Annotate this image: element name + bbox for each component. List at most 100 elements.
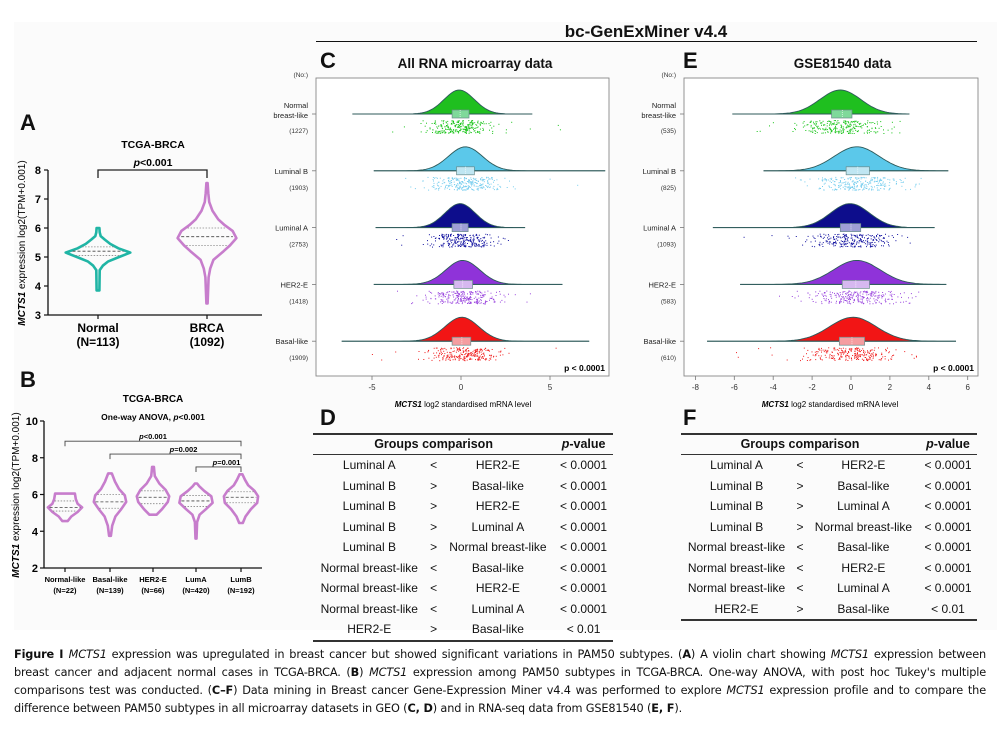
chart-e-group-luminal-a-rain-point — [872, 244, 874, 245]
caption-segment: A — [682, 648, 691, 661]
chart-c-group-her2-e-rain-point — [465, 299, 467, 301]
table-d-row: HER2-E > Basal-like < 0.01 — [313, 619, 613, 642]
chart-c-group-normal-breast-like-rain-point — [451, 123, 453, 125]
chart-c-group-normal-breast-like-rain-point — [461, 122, 463, 124]
chart-e-group-basal-like-rain-point — [771, 354, 773, 356]
chart-c-group-normal-breast-like-rain-point — [477, 130, 478, 132]
chart-c-group-luminal-a-rain-point — [446, 240, 448, 242]
chart-c-group-luminal-a-rain-point — [446, 236, 448, 238]
chart-c-group-basal-like-rain-point — [475, 359, 476, 361]
chart-e-group-basal-like-rain-point — [844, 350, 846, 352]
chart-c-group-her2-e-rain-point — [466, 297, 468, 298]
chart-e-group-normal-breast-like-rain-point — [866, 126, 868, 128]
chart-e-group-luminal-a-rain-point — [857, 237, 859, 239]
chart-c-group-basal-like-rain-point — [474, 354, 476, 356]
chart-e-group-normal-breast-like-rain-point — [833, 128, 834, 130]
chart-c-group-luminal-b-rain-point — [475, 178, 477, 180]
chart-e-group-normal-breast-like-rain-point — [812, 128, 814, 130]
chart-c-group-luminal-a-rain-point — [453, 235, 455, 236]
chart-e-group-her2-e-rain-point — [840, 294, 841, 296]
chart-e-group-normal-breast-like-rain-point — [858, 126, 860, 128]
chart-e-group-basal-like-rain-point — [867, 360, 869, 362]
chart-e-group-basal-like-rain-point — [876, 354, 877, 356]
chart-c-group-basal-like-rain-point — [473, 353, 475, 355]
chart-e-group-luminal-b-rain-point — [867, 183, 869, 185]
chart-c-group-luminal-b-rain-point — [481, 186, 483, 188]
chart-c-group-luminal-a-rain-point — [487, 234, 488, 236]
chart-c-group-luminal-b-rain-point — [464, 186, 466, 188]
chart-b-xtick-n: (N=420) — [182, 586, 210, 595]
chart-b-ytick-label: 8 — [32, 453, 38, 465]
chart-e-group-luminal-a-rain-point — [843, 244, 845, 246]
chart-c-group-her2-e-rain-point — [491, 297, 493, 299]
chart-e-group-her2-e-rain-point — [872, 303, 874, 305]
chart-e-group-luminal-a-rain-point — [881, 235, 883, 236]
chart-c-group-normal-breast-like-rain-point — [439, 132, 441, 134]
chart-e-group-normal-breast-like-rain-point — [818, 127, 820, 129]
chart-c-group-luminal-b-rain-point — [500, 186, 502, 188]
chart-b-xtick-label: Basal-like — [92, 575, 127, 584]
chart-c-group-luminal-a-rain-point — [427, 243, 429, 245]
chart-c-group-basal-like-rain-point — [450, 348, 452, 350]
chart-c-group-basal-like-rain-point — [502, 354, 504, 356]
chart-c-group-luminal-a-rain-point — [481, 243, 483, 244]
chart-c-group-normal-breast-like-rain-point — [465, 132, 467, 134]
chart-c-group-her2-e-rain-point — [452, 294, 454, 296]
chart-e-group-luminal-b-rain-point — [848, 187, 850, 189]
chart-c-group-her2-e-rain-point — [462, 301, 463, 303]
chart-c-group-her2-e-rain-point — [440, 301, 442, 303]
chart-e-group-luminal-b-rain-point — [834, 185, 836, 187]
chart-c-group-her2-e-rain-point — [428, 290, 430, 292]
chart-c-group-luminal-b-rain-point — [475, 180, 477, 181]
chart-c-group-luminal-b-rain-point — [497, 184, 499, 186]
chart-e-group-luminal-b-rain-point — [842, 177, 844, 179]
chart-e-group-luminal-b-rain-point — [826, 180, 827, 182]
chart-e-group-her2-e-rain-point — [881, 297, 883, 299]
chart-e-group-normal-breast-like-rain-point — [856, 131, 858, 132]
chart-e-group-basal-like-rain-point — [872, 352, 874, 354]
chart-c-group-basal-like-rain-point — [418, 351, 420, 352]
chart-e-group-luminal-a-rain-point — [850, 245, 852, 247]
chart-e-group-basal-like-rain-point — [857, 348, 859, 349]
chart-c-group-her2-e-rain-point — [489, 297, 491, 299]
chart-e-group-luminal-a-rain-point — [893, 236, 894, 238]
chart-e-group-luminal-b-rain-point — [863, 184, 865, 186]
chart-e-group-her2-e-rain-point — [849, 293, 851, 295]
chart-e-group-luminal-a-rain-point — [825, 240, 827, 242]
chart-e-group-luminal-b-rain-point — [804, 181, 806, 183]
chart-e-group-basal-like-rain-point — [828, 357, 830, 359]
caption-segment: expression was upregulated in breast can… — [106, 648, 683, 661]
chart-c-group-her2-e-rain-point — [427, 301, 429, 303]
table-d-cell-relation: > — [430, 499, 438, 514]
chart-e-group-luminal-b-rain-point — [918, 183, 920, 185]
chart-c-group-normal-breast-like-rain-point — [475, 127, 477, 129]
chart-c-group-luminal-b-rain-point — [472, 177, 474, 179]
chart-c-group-her2-e-rain-point — [457, 290, 459, 292]
chart-e-group-luminal-b-rain-point — [831, 178, 832, 180]
chart-e-group-luminal-a-rain-point — [869, 235, 871, 236]
chart-c-group-luminal-a-rain-point — [449, 234, 451, 236]
chart-c-group-luminal-a-rain-point — [471, 241, 472, 243]
chart-e-group-normal-breast-like-rain-point — [813, 127, 815, 129]
chart-c-group-luminal-a-rain-point — [477, 236, 479, 238]
chart-e-group-normal-breast-like-rain-point — [813, 121, 814, 123]
chart-c-group-normal-breast-like-rain-point — [465, 129, 467, 131]
chart-e-group-her2-e-rain-point — [840, 298, 842, 300]
chart-c-group-basal-like-rain-point — [443, 355, 445, 357]
chart-c-group-basal-like-rain-point — [460, 350, 461, 351]
chart-e-group-normal-breast-like-rain-point — [858, 123, 860, 124]
chart-e-group-luminal-a-rain-point — [856, 237, 858, 238]
chart-e-group-basal-like-rain-point — [816, 351, 818, 352]
chart-c-group-luminal-b-rain-point — [479, 185, 480, 187]
chart-e-group-normal-breast-like-rain-point — [830, 132, 832, 134]
chart-c-group-normal-breast-like-rain-point — [464, 132, 466, 133]
chart-c-group-luminal-a-rain-point — [443, 236, 444, 238]
chart-c-group-normal-breast-like-rain-point — [456, 126, 458, 128]
table-f-cell-p-value: < 0.0001 — [924, 540, 972, 555]
chart-c-group-luminal-a-rain-point — [435, 237, 437, 239]
chart-e-group-luminal-b-rain-point — [829, 180, 831, 182]
chart-e-group-her2-e-rain-point — [844, 291, 846, 293]
chart-e-group-luminal-a-rain-point — [909, 242, 911, 244]
